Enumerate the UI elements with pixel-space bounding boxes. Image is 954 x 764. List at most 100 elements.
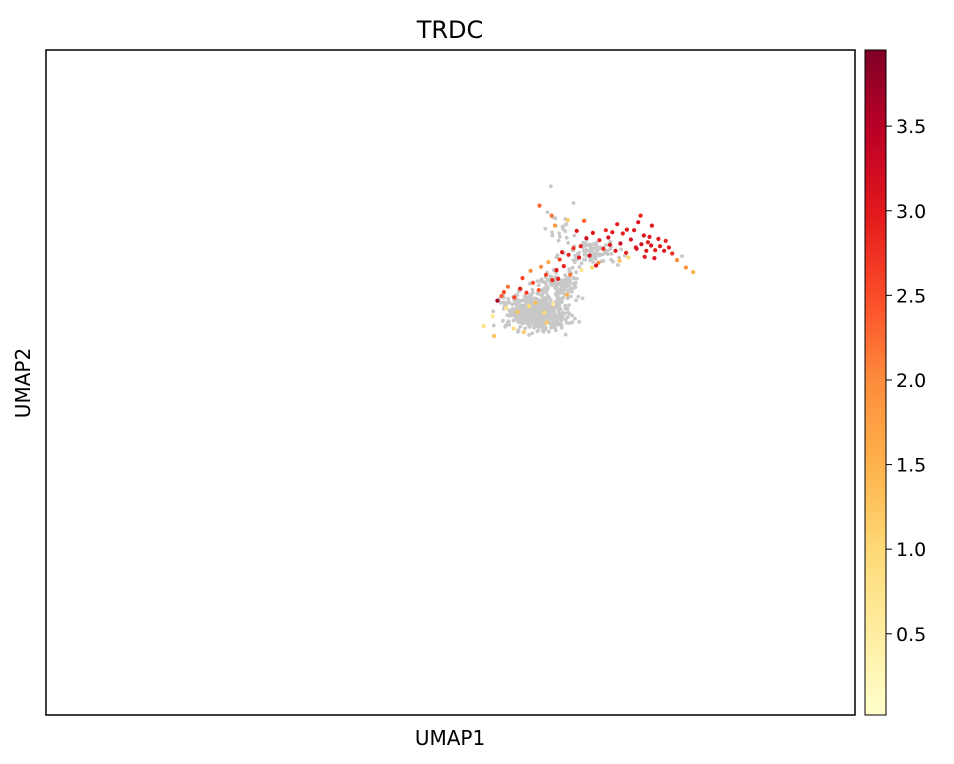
expressed-point xyxy=(624,227,630,232)
colorbar-tick-label: 3.0 xyxy=(896,201,926,223)
background-point xyxy=(533,315,538,320)
expressed-point xyxy=(590,265,595,270)
expressed-point xyxy=(546,260,551,265)
background-point xyxy=(558,320,562,325)
background-point xyxy=(595,248,600,252)
background-point xyxy=(554,292,558,297)
background-point xyxy=(567,280,572,285)
colorbar: 0.5 1.0 1.5 2.0 2.5 3.0 3.5 xyxy=(864,49,926,716)
background-point xyxy=(567,303,571,308)
expressed-point xyxy=(603,228,608,233)
background-point xyxy=(546,305,550,310)
background-point xyxy=(538,312,543,317)
expressed-point xyxy=(634,246,639,251)
background-point xyxy=(547,314,552,319)
background-point xyxy=(548,298,553,302)
expressed-point xyxy=(632,228,637,233)
expressed-point xyxy=(641,233,647,238)
expressed-point xyxy=(542,310,547,315)
expressed-point xyxy=(539,264,544,269)
background-point xyxy=(548,184,553,189)
background-point xyxy=(532,319,537,324)
expressed-point xyxy=(568,272,573,277)
background-point xyxy=(550,230,554,235)
background-point xyxy=(574,270,578,275)
background-point xyxy=(582,257,587,262)
background-point xyxy=(593,251,598,255)
background-point xyxy=(587,243,591,248)
expressed-point xyxy=(536,288,541,293)
background-point xyxy=(598,245,602,250)
background-point xyxy=(556,238,561,243)
expressed-point xyxy=(652,256,657,261)
expressed-point xyxy=(528,268,533,273)
background-point xyxy=(555,289,560,294)
background-point xyxy=(561,310,565,315)
expressed-point xyxy=(613,248,618,253)
background-point xyxy=(536,283,541,288)
background-point xyxy=(550,305,554,310)
background-point xyxy=(540,288,544,292)
expressed-point xyxy=(639,242,644,247)
expressed-point xyxy=(504,305,509,311)
colorbar-tick-label: 3.5 xyxy=(896,116,926,138)
background-point xyxy=(526,295,530,300)
background-point xyxy=(563,303,568,308)
background-point xyxy=(491,309,496,314)
background-point xyxy=(505,313,510,317)
background-point xyxy=(507,322,512,327)
background-point xyxy=(536,328,541,333)
background-point xyxy=(534,297,539,301)
background-point xyxy=(569,289,574,294)
background-point xyxy=(563,317,568,322)
expressed-point xyxy=(520,276,525,281)
expressed-point xyxy=(674,258,680,263)
background-point xyxy=(563,229,568,234)
background-point xyxy=(565,315,570,319)
background-point xyxy=(491,323,496,328)
expressed-point xyxy=(544,320,549,325)
expressed-point xyxy=(564,292,570,297)
expressed-point xyxy=(574,228,579,233)
background-point xyxy=(530,331,534,336)
expressed-point xyxy=(618,241,623,246)
background-point xyxy=(550,233,555,238)
background-point xyxy=(571,282,575,286)
background-point xyxy=(557,307,561,312)
background-point xyxy=(551,313,555,318)
expressed-point xyxy=(511,326,516,331)
expressed-point xyxy=(617,258,622,263)
background-point xyxy=(543,226,548,231)
expressed-point xyxy=(495,298,500,303)
background-point xyxy=(567,321,572,325)
background-point xyxy=(514,301,519,306)
background-point xyxy=(679,254,684,259)
background-point xyxy=(532,323,537,327)
plot-frame xyxy=(45,49,856,716)
background-point xyxy=(576,294,581,299)
background-point xyxy=(517,319,521,324)
background-point xyxy=(549,325,554,330)
background-point xyxy=(530,296,534,301)
background-point xyxy=(564,275,569,280)
background-point xyxy=(589,249,594,254)
background-point xyxy=(582,248,586,253)
background-point xyxy=(538,304,543,309)
background-point xyxy=(555,286,560,291)
expressed-point xyxy=(581,218,587,223)
background-point xyxy=(605,252,610,256)
background-point xyxy=(545,317,550,322)
background-point xyxy=(556,316,561,321)
x-axis-label: UMAP1 xyxy=(415,726,485,750)
background-point xyxy=(530,287,535,292)
background-point xyxy=(570,313,574,318)
background-point xyxy=(557,231,562,236)
expressed-point xyxy=(628,237,634,242)
expressed-point xyxy=(552,223,558,228)
background-point xyxy=(543,326,548,331)
background-point xyxy=(530,308,535,312)
expressed-points xyxy=(481,203,696,339)
background-point xyxy=(589,256,594,261)
